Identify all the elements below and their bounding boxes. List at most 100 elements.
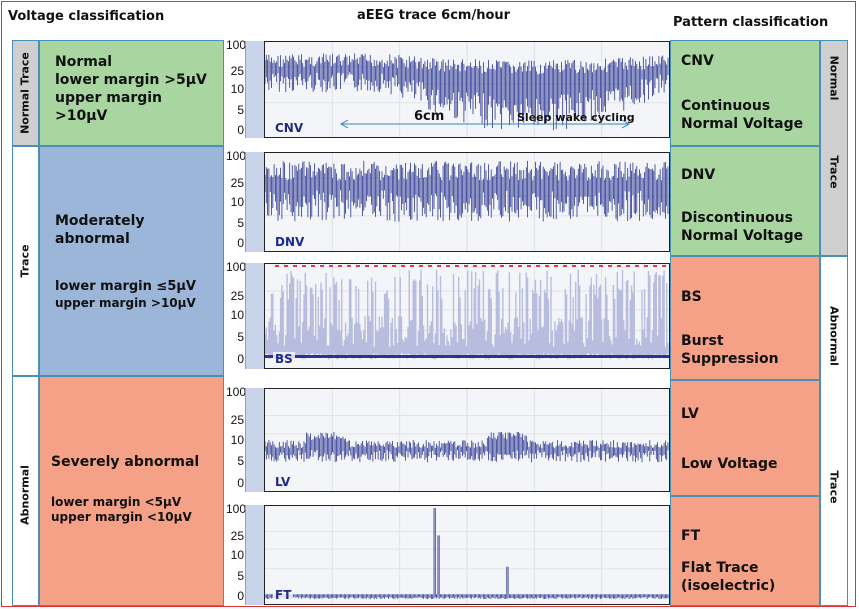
artifact-mark bbox=[329, 265, 333, 267]
trace-panel-dnv: DNV bbox=[264, 152, 670, 252]
trace-waveform-bs bbox=[265, 264, 669, 368]
waveform-path bbox=[265, 53, 669, 131]
artifact-mark bbox=[491, 265, 495, 267]
axis-tick-label: 25 bbox=[230, 413, 244, 428]
trace-panel-lv: LV bbox=[264, 388, 670, 492]
axis-tick-label: 10 bbox=[230, 82, 244, 97]
artifact-mark bbox=[662, 265, 666, 267]
voltage-normal-box: Normal lower margin >5µV upper margin >1… bbox=[39, 40, 224, 146]
axis-tick-label: 5 bbox=[237, 215, 244, 230]
pattern-bs-line: Burst bbox=[681, 333, 724, 349]
side-label-trace-right-bottom: Trace bbox=[827, 470, 841, 504]
artifact-mark bbox=[302, 265, 306, 267]
axis-tick-label: 25 bbox=[230, 529, 244, 544]
axis-tick-label: 10 bbox=[230, 547, 244, 562]
artifact-mark bbox=[581, 265, 585, 267]
side-label-abnormal: Abnormal bbox=[18, 465, 32, 525]
header-voltage-classification: Voltage classification bbox=[8, 9, 165, 24]
axis-tick-label: 10 bbox=[230, 308, 244, 323]
voltage-severe-box: Severely abnormal lower margin <5µV uppe… bbox=[39, 376, 224, 606]
artifact-mark bbox=[374, 265, 378, 267]
artifact-mark bbox=[383, 265, 387, 267]
pattern-ft-line: (isoelectric) bbox=[681, 577, 776, 594]
trace-waveform-dnv bbox=[265, 153, 669, 251]
axis-tick-label: 100 bbox=[226, 385, 247, 399]
waveform-path bbox=[265, 269, 669, 360]
artifact-mark bbox=[455, 265, 459, 267]
side-label-normal-right: Normal bbox=[827, 55, 841, 101]
trace-waveform-ft bbox=[265, 506, 669, 604]
trace-panel-cnv: CNV bbox=[264, 41, 670, 138]
artifact-mark bbox=[509, 265, 513, 267]
six-cm-label: 6cm bbox=[414, 109, 445, 124]
artifact-mark bbox=[617, 265, 621, 267]
trace-code-label: BS bbox=[273, 352, 295, 366]
header-pattern-classification: Pattern classification bbox=[673, 15, 829, 30]
axis-tick-label: 100 bbox=[226, 260, 247, 274]
scale-strip bbox=[245, 263, 265, 369]
trace-panel-ft: FT bbox=[264, 505, 670, 605]
axis-tick-label: 25 bbox=[230, 64, 244, 79]
voltage-moderate-box: Moderately abnormal lower margin ≤5µV up… bbox=[39, 146, 224, 376]
pattern-cnv-code: CNV bbox=[681, 53, 714, 69]
axis-tick-label: 0 bbox=[237, 236, 244, 251]
pattern-dnv-line: Discontinuous bbox=[681, 210, 793, 226]
artifact-mark bbox=[437, 265, 441, 267]
axis-tick-label: 5 bbox=[237, 454, 244, 469]
side-label-normal-trace: Normal Trace bbox=[18, 52, 32, 134]
artifact-mark bbox=[275, 265, 279, 267]
header-aeeg-trace: aEEG trace 6cm/hour bbox=[357, 8, 511, 23]
axis-tick-label: 0 bbox=[237, 122, 244, 137]
pattern-ft-line: Flat Trace bbox=[681, 560, 759, 576]
pattern-cnv-line: Normal Voltage bbox=[681, 115, 804, 132]
pattern-bs-text: Burst Suppression bbox=[681, 333, 779, 369]
trace-panel-bs: BS bbox=[264, 263, 670, 369]
artifact-mark bbox=[356, 265, 360, 267]
artifact-mark bbox=[608, 265, 612, 267]
voltage-severe-title: Severely abnormal bbox=[51, 454, 200, 470]
pattern-dnv-text: Discontinuous Normal Voltage bbox=[681, 210, 803, 246]
artifact-mark bbox=[563, 265, 567, 267]
artifact-mark bbox=[599, 265, 603, 267]
axis-tick-label: 100 bbox=[226, 149, 247, 163]
scale-strip bbox=[245, 388, 265, 492]
pattern-cnv-text: Continuous Normal Voltage bbox=[681, 98, 803, 134]
voltage-moderate-title-line: abnormal bbox=[55, 230, 130, 247]
axis-tick-label: 0 bbox=[237, 352, 244, 367]
trace-code-label: DNV bbox=[273, 235, 307, 249]
pattern-ft-text: Flat Trace (isoelectric) bbox=[681, 560, 775, 596]
side-label-abnormal-right-box bbox=[820, 256, 848, 606]
axis-tick-label: 5 bbox=[237, 102, 244, 117]
voltage-severe-text: lower margin <5µV upper margin <10µV bbox=[51, 495, 192, 526]
scale-strip bbox=[245, 505, 265, 605]
artifact-mark bbox=[653, 265, 657, 267]
artifact-mark bbox=[545, 265, 549, 267]
sleep-wake-label: Sleep wake cycling bbox=[517, 111, 635, 124]
artifact-mark bbox=[311, 265, 315, 267]
voltage-normal-line: >10µV bbox=[55, 107, 108, 124]
trace-waveform-cnv bbox=[265, 42, 669, 137]
artifact-mark bbox=[500, 265, 504, 267]
waveform-path bbox=[265, 431, 669, 463]
side-label-normal-trace-box bbox=[12, 40, 39, 146]
artifact-mark bbox=[635, 265, 639, 267]
voltage-severe-line: upper margin <10µV bbox=[51, 510, 192, 525]
artifact-mark bbox=[284, 265, 288, 267]
axis-tick-label: 0 bbox=[237, 475, 244, 490]
artifact-mark bbox=[365, 265, 369, 267]
pattern-ft-box: FT Flat Trace (isoelectric) bbox=[670, 496, 820, 606]
side-label-abnormal-right: Abnormal bbox=[827, 306, 841, 366]
six-cm-arrow bbox=[339, 119, 631, 129]
trace-code-label: FT bbox=[273, 588, 294, 602]
pattern-cnv-line: Continuous bbox=[681, 98, 771, 114]
axis-tick-label: 5 bbox=[237, 568, 244, 583]
voltage-moderate-text: lower margin ≤5µV upper margin >10µV bbox=[55, 279, 196, 311]
pattern-bs-line: Suppression bbox=[681, 350, 779, 367]
pattern-bs-code: BS bbox=[681, 289, 702, 305]
scale-strip bbox=[245, 41, 265, 138]
side-label-trace-box bbox=[12, 146, 39, 376]
voltage-moderate-title-line: Moderately bbox=[55, 213, 145, 229]
axis-tick-label: 25 bbox=[230, 288, 244, 303]
artifact-mark bbox=[392, 265, 396, 267]
